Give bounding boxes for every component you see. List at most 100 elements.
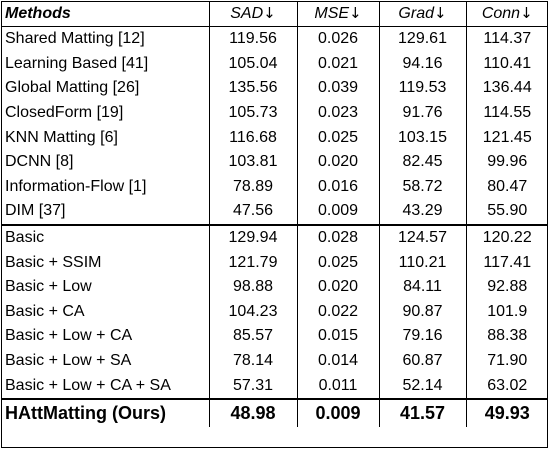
mse-cell: 0.016 — [296, 174, 379, 200]
table-row: Basic + Low 98.88 0.020 84.11 92.88 — [1, 274, 548, 300]
conn-cell: 121.45 — [465, 125, 548, 150]
table-row: ClosedForm [19] 105.73 0.023 91.76 114.5… — [1, 100, 548, 126]
mse-cell: 0.026 — [296, 26, 379, 52]
table-row: Basic 129.94 0.028 124.57 120.22 — [1, 223, 548, 251]
conn-cell: 55.90 — [465, 199, 548, 225]
table-row: Global Matting [26] 135.56 0.039 119.53 … — [1, 76, 548, 101]
mse-cell: 0.028 — [296, 223, 379, 251]
down-arrow-icon: ↓ — [520, 4, 533, 22]
header-conn: Conn↓ — [465, 1, 548, 27]
method-cell: Basic + Low + SA — [5, 352, 132, 370]
grad-cell: 43.29 — [378, 199, 466, 225]
conn-cell: 136.44 — [465, 76, 548, 101]
sad-cell: 105.04 — [208, 51, 297, 77]
conn-cell: 110.41 — [465, 51, 548, 77]
mse-cell: 0.039 — [296, 76, 379, 101]
method-cell: Global Matting [26] — [5, 79, 140, 97]
conn-cell: 92.88 — [465, 274, 548, 300]
grad-cell: 91.76 — [378, 100, 466, 126]
mse-cell: 0.015 — [296, 324, 379, 349]
grad-cell: 58.72 — [378, 174, 466, 200]
header-sad: SAD↓ — [208, 1, 297, 27]
table-row-ours: HAttMatting (Ours) 48.98 0.009 41.57 49.… — [1, 397, 548, 427]
grad-cell: 90.87 — [378, 299, 466, 325]
grad-cell: 94.16 — [378, 51, 466, 77]
conn-cell: 99.96 — [465, 149, 548, 175]
table-row: Basic + Low + CA + SA 57.31 0.011 52.14 … — [1, 373, 548, 399]
sad-cell: 135.56 — [208, 76, 297, 101]
mse-cell: 0.023 — [296, 100, 379, 126]
mse-cell: 0.009 — [296, 199, 379, 225]
mse-cell: 0.011 — [296, 373, 379, 399]
mse-cell: 0.025 — [296, 125, 379, 150]
method-cell: Basic — [1, 223, 209, 251]
sad-cell: 98.88 — [208, 274, 297, 300]
method-cell: Basic + Low — [5, 278, 92, 296]
method-cell: Basic + SSIM — [5, 253, 102, 271]
mse-cell: 0.020 — [296, 274, 379, 300]
table-row: Shared Matting [12] 119.56 0.026 129.61 … — [1, 26, 548, 52]
grad-cell: 119.53 — [378, 76, 466, 101]
down-arrow-icon: ↓ — [263, 4, 276, 22]
header-conn-label: Conn — [481, 5, 521, 22]
sad-cell: 85.57 — [208, 324, 297, 349]
sad-cell: 103.81 — [208, 149, 297, 175]
header-methods: Methods — [1, 1, 209, 27]
header-row: Methods SAD↓ MSE↓ Grad↓ Conn↓ — [1, 1, 548, 27]
table-row: DCNN [8] 103.81 0.020 82.45 99.96 — [1, 149, 548, 175]
method-cell: DCNN [8] — [5, 153, 74, 171]
conn-cell: 114.37 — [465, 26, 548, 52]
table-row: Basic + CA 104.23 0.022 90.87 101.9 — [1, 299, 548, 325]
table-row: Information-Flow [1] 78.89 0.016 58.72 8… — [1, 174, 548, 200]
grad-cell: 110.21 — [378, 250, 466, 275]
grad-cell: 60.87 — [378, 348, 466, 374]
grad-cell: 79.16 — [378, 324, 466, 349]
method-cell: Basic + Low + CA + SA — [5, 376, 171, 394]
grad-cell: 52.14 — [378, 373, 466, 399]
conn-cell: 63.02 — [465, 373, 548, 399]
mse-cell: 0.025 — [296, 250, 379, 275]
method-cell: Learning Based [41] — [5, 54, 149, 72]
mse-cell: 0.020 — [296, 149, 379, 175]
sad-cell: 121.79 — [208, 250, 297, 275]
sad-cell: 57.31 — [208, 373, 297, 399]
sad-cell: 48.98 — [208, 397, 297, 427]
table-row: Learning Based [41] 105.04 0.021 94.16 1… — [1, 51, 548, 77]
sad-cell: 104.23 — [208, 299, 297, 325]
method-cell: Shared Matting [12] — [5, 30, 145, 48]
table-row: Basic + SSIM 121.79 0.025 110.21 117.41 — [1, 250, 548, 275]
header-grad: Grad↓ — [378, 1, 466, 27]
mse-cell: 0.021 — [296, 51, 379, 77]
method-cell: Basic + Low + CA — [5, 327, 133, 345]
grad-cell: 124.57 — [378, 223, 466, 251]
down-arrow-icon: ↓ — [349, 4, 362, 22]
header-sad-label: SAD — [230, 5, 264, 22]
table-row: Basic + Low + CA 85.57 0.015 79.16 88.38 — [1, 324, 548, 349]
method-cell: DIM [37] — [5, 202, 66, 220]
header-grad-label: Grad — [398, 5, 434, 22]
conn-cell: 80.47 — [465, 174, 548, 200]
method-cell: HAttMatting (Ours) — [1, 397, 209, 427]
grad-cell: 41.57 — [378, 397, 466, 427]
table-row: DIM [37] 47.56 0.009 43.29 55.90 — [1, 199, 548, 225]
header-mse-label: MSE — [314, 5, 350, 22]
sad-cell: 116.68 — [208, 125, 297, 150]
conn-cell: 120.22 — [465, 223, 548, 251]
grad-cell: 84.11 — [378, 274, 466, 300]
conn-cell: 71.90 — [465, 348, 548, 374]
conn-cell: 49.93 — [465, 397, 548, 427]
down-arrow-icon: ↓ — [434, 4, 447, 22]
table-row: Basic + Low + SA 78.14 0.014 60.87 71.90 — [1, 348, 548, 374]
grad-cell: 129.61 — [378, 26, 466, 52]
mse-cell: 0.022 — [296, 299, 379, 325]
method-cell: ClosedForm [19] — [5, 104, 124, 122]
method-cell: Information-Flow [1] — [5, 177, 147, 195]
mse-cell: 0.009 — [296, 397, 379, 427]
grad-cell: 103.15 — [378, 125, 466, 150]
conn-cell: 88.38 — [465, 324, 548, 349]
sad-cell: 78.89 — [208, 174, 297, 200]
mse-cell: 0.014 — [296, 348, 379, 374]
sad-cell: 119.56 — [208, 26, 297, 52]
conn-cell: 117.41 — [465, 250, 548, 275]
conn-cell: 101.9 — [465, 299, 548, 325]
